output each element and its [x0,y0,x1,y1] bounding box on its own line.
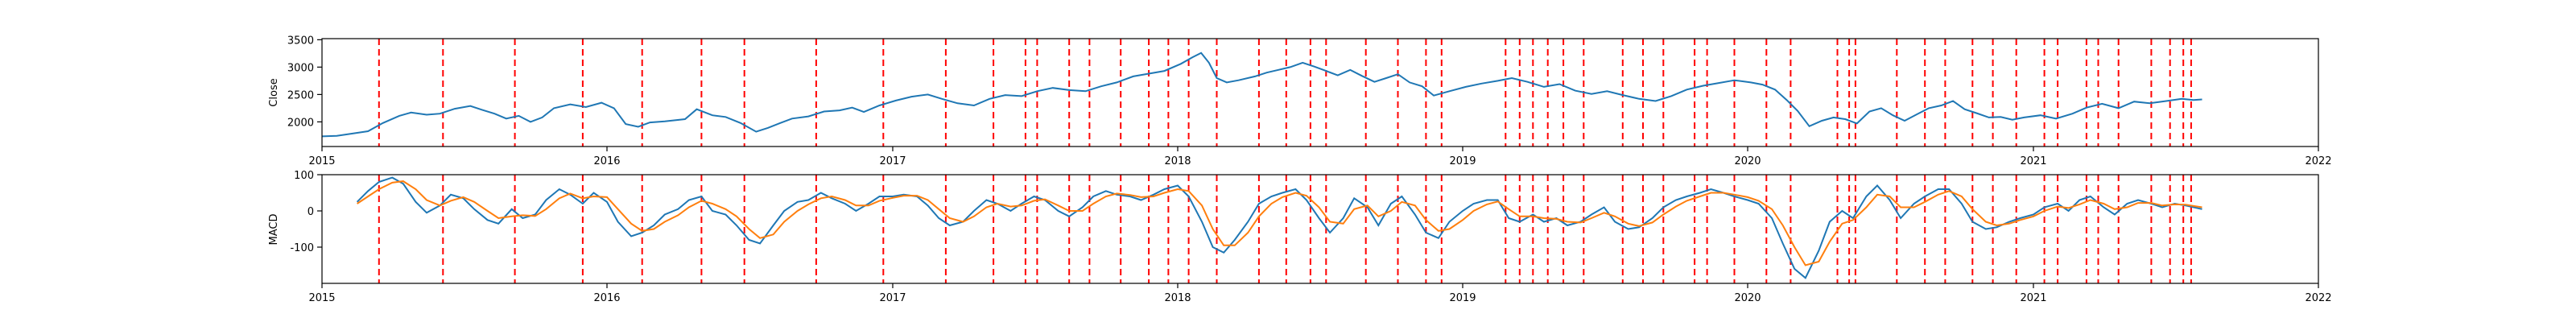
x-tick-label: 2015 [308,292,335,304]
y-tick-label: 100 [294,170,314,182]
y-tick-label: 2000 [287,117,314,129]
x-tick-label: 2016 [593,155,620,167]
macd-vlines [378,175,2192,283]
macd-x-ticks: 2015 2016 2017 2018 2019 2020 2021 2022 [308,283,2332,304]
x-tick-label: 2021 [2020,155,2046,167]
close-x-ticks: 2015 2016 2017 2018 2019 2020 2021 2022 [308,147,2332,167]
panel-close: 2000 2500 3000 3500 2015 2016 2017 2018 2019 202… [268,35,2332,167]
x-tick-label: 2019 [1449,155,1476,167]
y-tick-label: 3000 [287,62,314,74]
close-axes-frame [321,38,2319,147]
y-tick-label: -100 [290,242,314,254]
x-tick-label: 2021 [2020,292,2046,304]
close-ylabel: Close [268,78,280,106]
x-tick-label: 2015 [308,155,335,167]
close-line [321,52,2202,138]
x-tick-label: 2022 [2305,292,2331,304]
x-tick-label: 2019 [1449,292,1476,304]
panel-macd: -100 0 100 2015 2016 2017 2018 2019 2020 2021 202… [268,170,2332,304]
macd-ylabel: MACD [268,214,280,246]
x-tick-label: 2020 [1734,292,1761,304]
macd-axes-frame [321,174,2319,284]
y-tick-label: 3500 [287,35,314,47]
x-tick-label: 2017 [879,155,906,167]
signal-line [357,180,2202,266]
x-tick-label: 2018 [1164,155,1191,167]
x-tick-label: 2017 [879,292,906,304]
x-tick-label: 2018 [1164,292,1191,304]
y-tick-label: 2500 [287,89,314,101]
x-tick-label: 2016 [593,292,620,304]
macd-y-ticks: -100 0 100 [290,170,322,254]
x-tick-label: 2020 [1734,155,1761,167]
y-tick-label: 0 [308,206,314,218]
close-y-ticks: 2000 2500 3000 3500 [287,35,322,129]
x-tick-label: 2022 [2305,155,2331,167]
macd-line [356,176,2202,279]
